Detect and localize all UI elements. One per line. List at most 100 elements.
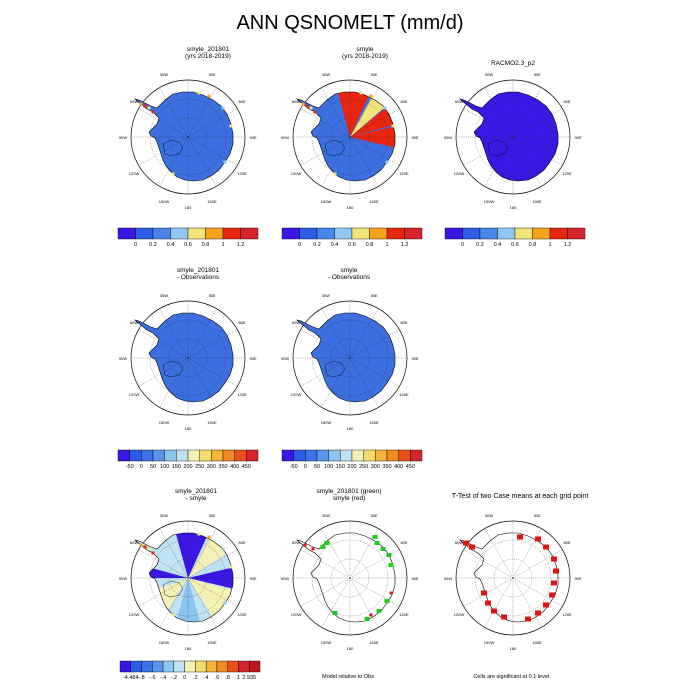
- ice-shelf-outline: [162, 139, 184, 157]
- lon-label-60W: 60W: [130, 320, 138, 325]
- colorbar-swatch-6: [184, 660, 196, 673]
- panel-title-5-line2: - Observations: [327, 274, 371, 281]
- lon-label-90E: 90E: [411, 356, 418, 361]
- green-cell-0: [374, 541, 380, 545]
- colorbar-swatch-11: [410, 449, 423, 462]
- colorbar-swatch-8: [211, 449, 224, 462]
- meridian-60: [512, 577, 542, 628]
- lon-label-150E: 150E: [207, 420, 217, 425]
- map-panel-4: 30W 30E 60W 60E 90W 90E 120W 120E 150W 150E 180: [113, 283, 263, 433]
- colorbar-swatch-3: [497, 227, 516, 240]
- colorbar-2: 0 0.2 0.4 0.6 0.8 1 1.2: [281, 227, 423, 252]
- meridian-150: [138, 357, 189, 387]
- meridian-30: [187, 577, 238, 607]
- meridian-210: [138, 108, 189, 138]
- colorbar-label-2: 50: [150, 464, 156, 470]
- sig-cell-2: [551, 556, 557, 562]
- colorbar-label-1: 0.2: [313, 242, 321, 248]
- lon-label-120E: 120E: [562, 612, 572, 617]
- lon-label-90W: 90W: [281, 356, 289, 361]
- map-panel-2: 30W 30E 60W 60E 90W 90E 120W 120E 150W 150E 180: [275, 62, 425, 212]
- colorbar-label-11: 2.935: [242, 675, 256, 681]
- colorbar-swatch-9: [222, 449, 235, 462]
- meridian-120: [159, 357, 189, 408]
- meridian-210: [138, 549, 189, 579]
- lon-label-90W: 90W: [281, 576, 289, 581]
- meridian-330: [187, 108, 238, 138]
- lon-label-180: 180: [347, 426, 354, 431]
- panel-title-6: smyle_201801 - smyle: [121, 488, 271, 502]
- panel-title-3-line1: RACMO2.3_p2: [490, 60, 536, 67]
- meridian-120: [321, 357, 351, 408]
- colorbar-swatch-2: [479, 227, 498, 240]
- sig-cell-14: [469, 544, 475, 550]
- colorbar-swatch-2: [141, 660, 153, 673]
- sig-cell-5: [549, 592, 555, 598]
- meridian-60: [349, 577, 379, 628]
- green-cell-1: [380, 547, 386, 551]
- coastal-cell-3: [151, 551, 155, 555]
- coastal-cell-2: [147, 106, 151, 110]
- colorbar-swatch-7: [363, 449, 376, 462]
- meridian-300: [349, 528, 379, 579]
- lat-circle-0: [330, 338, 370, 378]
- colorbar-label-3: 100: [324, 464, 333, 470]
- meridian-240: [321, 308, 351, 359]
- colorbar-svg-3: 0 0.2 0.4 0.6 0.8 1 1.2: [444, 227, 586, 248]
- colorbar-swatch-1: [130, 660, 142, 673]
- lon-label-150E: 150E: [207, 640, 217, 645]
- green-cell-2: [386, 553, 392, 557]
- map-panel-8: 30W 30E 60W 60E 90W 90E 120W 120E 150W 150E 180: [438, 503, 588, 653]
- colorbar-swatch-2: [152, 227, 171, 240]
- lon-label-180: 180: [347, 646, 354, 651]
- meridian-30: [349, 357, 400, 387]
- meridian-240: [159, 528, 189, 579]
- meridian-150: [300, 357, 351, 387]
- colorbar-label-7: 300: [371, 464, 380, 470]
- colorbar-label-7: 300: [207, 464, 216, 470]
- meridian-30: [512, 136, 563, 166]
- meridian-30: [349, 577, 400, 607]
- coastal-cell-4: [197, 532, 201, 536]
- panel-title-3: RACMO2.3_p2: [438, 60, 588, 67]
- coastal-cell-7: [229, 565, 233, 569]
- colorbar-label-5: 1: [548, 242, 551, 248]
- note-significance: Cells are significant at 0.1 level.: [473, 674, 551, 680]
- coastal-cell-8: [385, 160, 389, 164]
- lon-label-90W: 90W: [119, 135, 127, 140]
- colorbar-swatch-0: [281, 449, 294, 462]
- colorbar-label-0: 0: [298, 242, 301, 248]
- colorbar-swatch-2: [305, 449, 318, 462]
- lon-label-60W: 60W: [292, 99, 300, 104]
- ice-shelf-outline: [324, 360, 346, 378]
- meridian-240: [484, 87, 514, 138]
- colorbar-label-4: 150: [172, 464, 181, 470]
- coastal-cell-1: [143, 104, 147, 108]
- lon-label-120E: 120E: [237, 612, 247, 617]
- meridian-120: [321, 136, 351, 187]
- colorbar-label-1: 0.2: [476, 242, 484, 248]
- colorbar-svg-1: 0 0.2 0.4 0.6 0.8 1 1.2: [117, 227, 259, 248]
- lon-label-150W: 150W: [321, 199, 332, 204]
- meridian-30: [512, 577, 563, 607]
- meridian-330: [349, 549, 400, 579]
- lon-label-30W: 30W: [160, 293, 168, 298]
- colorbar-label-5: 200: [347, 464, 356, 470]
- panel-title-4-line1: smyle_201801: [176, 267, 220, 274]
- red-cell-2: [369, 613, 373, 617]
- meridian-240: [159, 308, 189, 359]
- lon-label-180: 180: [185, 205, 192, 210]
- map-svg-6: 30W 30E 60W 60E 90W 90E 120W 120E 150W 150E 180: [119, 513, 257, 651]
- meridian-330: [349, 108, 400, 138]
- coastline: [134, 532, 234, 623]
- lon-label-30W: 30W: [322, 293, 330, 298]
- field-wedge-blue-1: [173, 533, 213, 578]
- coastline: [459, 91, 559, 182]
- coastal-cell-6: [383, 106, 387, 110]
- lat-circle-0: [168, 558, 208, 598]
- colorbar-label-0: -50: [290, 464, 298, 470]
- meridian-150: [138, 136, 189, 166]
- colorbar-svg-4: -50 0 50 100 150 200 250 300 350 400 450: [117, 449, 259, 470]
- colorbar-swatch-7: [567, 227, 586, 240]
- lon-label-180: 180: [185, 646, 192, 651]
